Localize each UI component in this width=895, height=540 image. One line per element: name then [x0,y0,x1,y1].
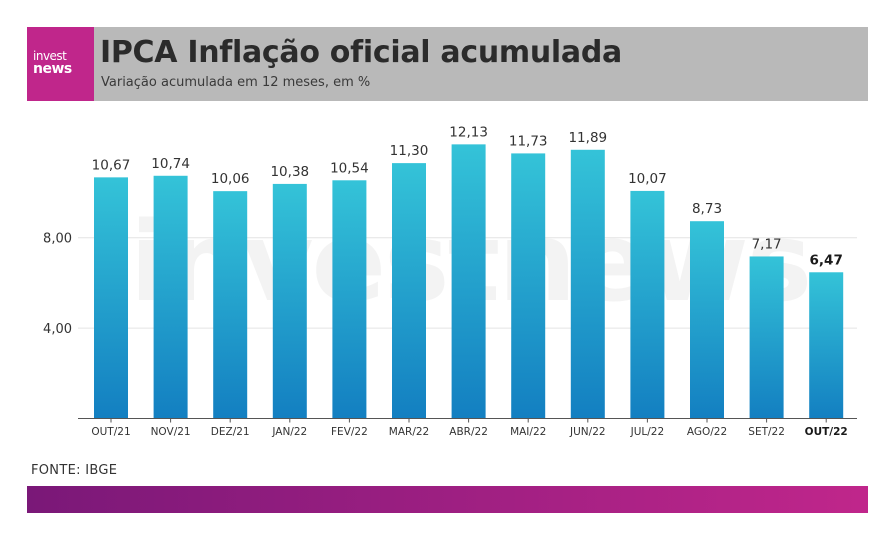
x-tick-label: JAN/22 [271,426,307,438]
x-tick-label: MAR/22 [389,426,429,438]
bar[interactable] [153,175,188,419]
y-tick-label: 4,00 [43,322,72,337]
bar[interactable] [451,144,486,419]
bar[interactable] [94,177,128,419]
header-band: invest news IPCA Inflação oficial acumul… [27,27,868,101]
bar-value-label: 12,13 [449,124,488,140]
y-axis: 4,00 8,00 [43,232,72,337]
bar-value-label: 10,74 [151,156,190,172]
bars [94,144,844,419]
investnews-logo[interactable]: invest news [27,27,94,101]
y-tick-label: 8,00 [43,232,72,247]
x-tick-label: JUN/22 [569,426,606,438]
x-tick-label: MAI/22 [510,426,546,438]
bar-value-label: 10,06 [211,171,250,187]
bar[interactable] [213,191,248,419]
footer-bar [27,486,868,513]
bar-value-label: 8,73 [692,201,722,217]
bar[interactable] [570,149,605,419]
x-tick-label: ABR/22 [449,426,488,438]
chart-title: IPCA Inflação oficial acumulada [100,35,622,70]
bar-value-label: 7,17 [752,236,782,252]
chart-subtitle: Variação acumulada em 12 meses, em % [101,75,371,90]
bar-value-label: 10,67 [92,157,131,173]
bar[interactable] [809,272,844,419]
x-tick-label: JUL/22 [630,426,665,438]
x-tick-label: FEV/22 [331,426,368,438]
bar[interactable] [630,190,665,419]
bar-value-label: 6,47 [810,252,843,268]
value-labels: 10,67 10,74 10,06 10,38 10,54 11,30 12,13 11,73… [92,124,843,268]
bar-value-label: 10,07 [628,171,667,187]
bar[interactable] [332,180,367,419]
logo-text-news: news [33,61,72,77]
bar-value-label: 10,54 [330,160,369,176]
bar[interactable] [392,163,426,419]
bar[interactable] [272,183,307,419]
source-note: FONTE: IBGE [31,463,118,478]
bar[interactable] [690,221,724,419]
x-tick-label: NOV/21 [151,426,191,438]
x-axis: OUT/21 NOV/21 DEZ/21 JAN/22 FEV/22 MAR/22 ABR/… [78,418,857,438]
x-tick-label: SET/22 [748,426,785,438]
logo-text-invest: invest [33,49,67,63]
x-tick-label: DEZ/21 [211,426,250,438]
bar[interactable] [749,256,784,419]
bar-value-label: 10,38 [270,164,309,180]
x-tick-label: AGO/22 [687,426,727,438]
bar-value-label: 11,30 [390,143,429,159]
bar[interactable] [511,153,546,419]
x-tick-label: OUT/21 [91,426,130,438]
bar-value-label: 11,89 [568,130,607,146]
bar-value-label: 11,73 [509,133,548,149]
x-tick-label: OUT/22 [805,426,848,438]
